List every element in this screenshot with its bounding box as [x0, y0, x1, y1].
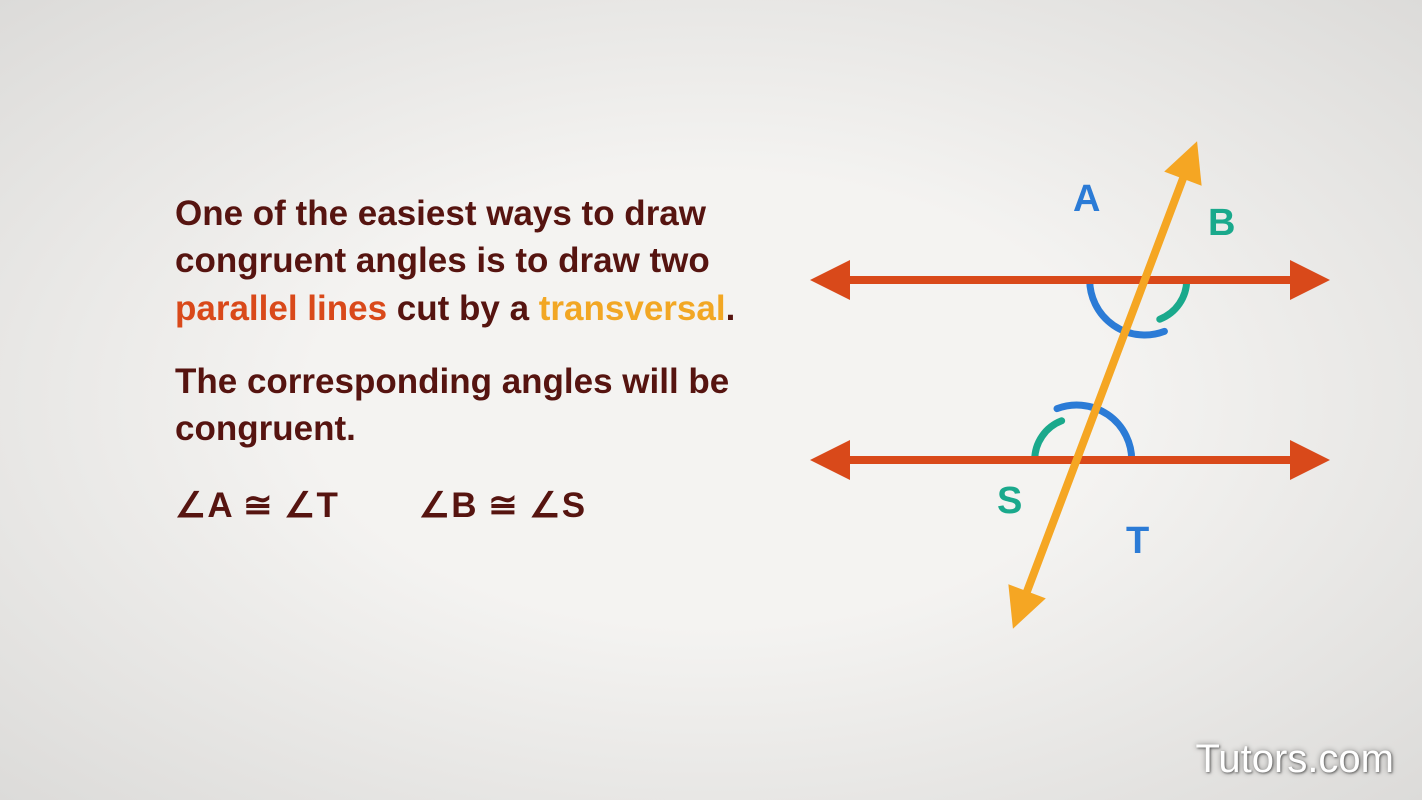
diagram-svg [790, 140, 1350, 640]
paragraph-2: The corresponding angles will be congrue… [175, 358, 775, 453]
congruence-2: ∠B ≅ ∠S [419, 486, 586, 525]
label-b: B [1208, 202, 1235, 245]
label-a: A [1073, 178, 1100, 221]
label-s: S [997, 480, 1022, 523]
p1-part-e: . [726, 289, 736, 328]
label-t: T [1126, 520, 1149, 563]
geometry-diagram: A B S T [790, 140, 1350, 640]
p1-transversal: transversal [539, 289, 726, 328]
congruence-statements: ∠A ≅ ∠T ∠B ≅ ∠S [175, 482, 775, 529]
p1-parallel-lines: parallel lines [175, 289, 387, 328]
slide-canvas: One of the easiest ways to draw congruen… [0, 0, 1422, 800]
congruence-1: ∠A ≅ ∠T [175, 486, 339, 525]
p1-part-c: cut by a [387, 289, 539, 328]
watermark: Tutors.com [1195, 737, 1394, 782]
p1-part-a: One of the easiest ways to draw congruen… [175, 194, 710, 280]
paragraph-1: One of the easiest ways to draw congruen… [175, 190, 775, 332]
explanation-text: One of the easiest ways to draw congruen… [175, 190, 775, 530]
